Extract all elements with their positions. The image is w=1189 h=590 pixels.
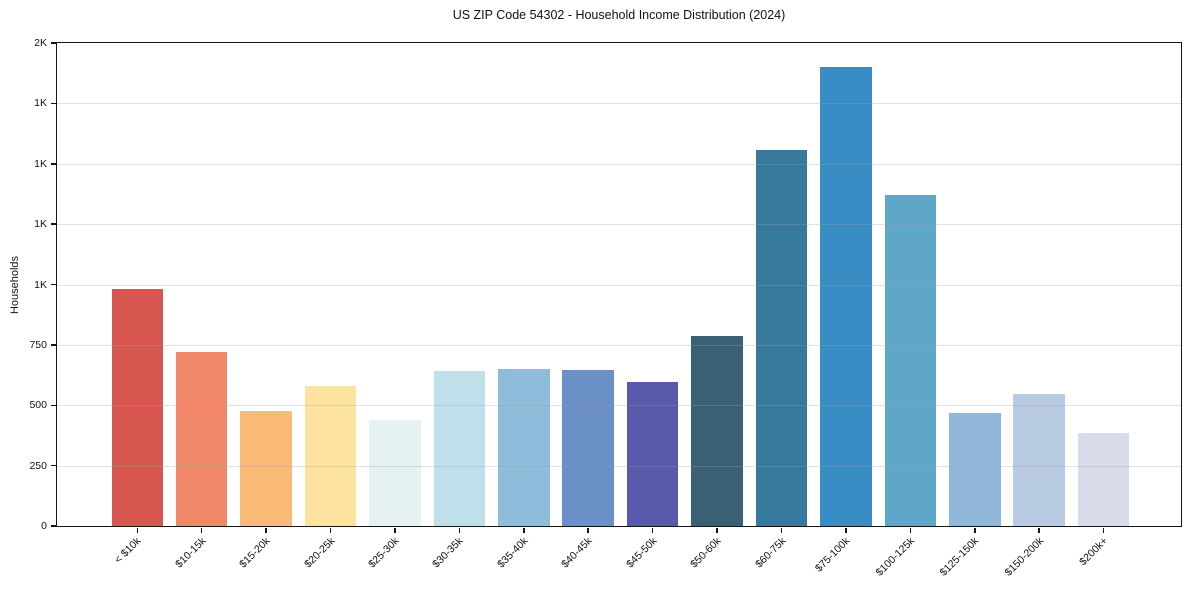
x-tick-mark [845, 527, 847, 533]
y-tick-mark [50, 344, 56, 346]
x-tick-mark [909, 527, 912, 533]
gridline-750 [57, 344, 1181, 346]
y-tick-mark [50, 464, 56, 467]
bar-5 [369, 419, 421, 526]
plot-area: 0 250 500 750 1K 1K 1K 1K 2K < $10k $10-15k $15-20k… [29, 37, 1182, 579]
y-tick-label: 1K [34, 218, 47, 231]
y-tick-mark [50, 525, 56, 527]
bar-1 [111, 289, 164, 526]
bar-6 [433, 371, 486, 526]
bar-7 [498, 369, 550, 526]
x-tick-mark [1038, 527, 1040, 533]
bar-8 [562, 370, 614, 526]
x-tick-mark [394, 527, 396, 533]
x-tick-label-8: $40-45k [559, 535, 595, 571]
x-tick-mark [265, 527, 267, 533]
x-tick-mark [651, 527, 654, 533]
x-tick-label-10: $50-60k [688, 535, 724, 571]
bar-12 [820, 67, 872, 526]
gridline-1750 [57, 103, 1181, 105]
x-tick-label-3: $15-20k [237, 535, 273, 571]
bar-9 [626, 381, 679, 526]
bar-15 [1013, 394, 1065, 526]
y-tick-label: 750 [29, 338, 47, 351]
x-tick-mark [523, 527, 525, 533]
y-tick-label: 250 [29, 459, 47, 472]
y-tick-label: 0 [41, 520, 47, 532]
x-tick-mark [716, 527, 718, 533]
gridline-1000 [57, 284, 1181, 286]
bar-11 [755, 149, 808, 526]
y-tick-label: 1K [34, 278, 47, 291]
x-tick-label-4: $20-25k [301, 535, 338, 571]
x-tick-mark [587, 527, 589, 533]
x-tick-mark [974, 527, 976, 533]
gridline-1250 [57, 224, 1181, 226]
bar-14 [949, 412, 1001, 526]
x-tick-label-16: $200k+ [1077, 535, 1111, 569]
bar-10 [691, 336, 743, 526]
bar-2 [175, 351, 228, 526]
x-tick-label-12: $75-100k [812, 535, 853, 575]
x-tick-label-6: $30-35k [430, 535, 466, 571]
x-tick-mark [136, 527, 139, 533]
y-tick-label: 500 [29, 399, 47, 412]
y-tick-mark [50, 42, 56, 44]
bar-4 [304, 385, 357, 526]
x-tick-mark [200, 527, 203, 533]
y-tick-label: 2K [34, 37, 47, 49]
x-tick-label-15: $150-200k [1002, 535, 1046, 579]
x-tick-label-13: $100-125k [873, 535, 917, 579]
x-tick-mark [329, 527, 332, 533]
x-tick-label-9: $45-50k [623, 535, 660, 571]
y-tick-mark [50, 404, 56, 406]
x-tick-mark [458, 527, 461, 533]
y-tick-mark [50, 102, 56, 105]
x-tick-label-1: < $10k [112, 535, 144, 566]
x-tick-mark [780, 527, 783, 533]
gridline-1500 [57, 163, 1181, 165]
y-tick-mark [50, 223, 56, 225]
y-tick-label: 1K [34, 157, 47, 170]
x-tick-mark [1102, 527, 1105, 533]
bar-13 [884, 195, 937, 526]
bar-16 [1077, 433, 1130, 526]
y-tick-mark [50, 163, 56, 165]
x-tick-label-2: $10-15k [172, 535, 209, 571]
chart-title: US ZIP Code 54302 - Household Income Dis… [452, 8, 786, 22]
y-tick-mark [50, 283, 56, 286]
x-tick-label-5: $25-30k [366, 535, 402, 571]
x-tick-label-7: $35-40k [494, 535, 531, 571]
bar-3 [240, 410, 292, 526]
x-tick-label-11: $60-75k [752, 535, 788, 571]
x-tick-label-14: $125-150k [937, 535, 982, 579]
y-tick-label: 1K [34, 97, 47, 110]
